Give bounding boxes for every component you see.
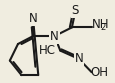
Text: OH: OH bbox=[90, 66, 108, 79]
Text: S: S bbox=[71, 4, 78, 17]
Text: 2: 2 bbox=[99, 23, 104, 32]
Text: N: N bbox=[74, 52, 83, 65]
Text: N: N bbox=[28, 12, 37, 25]
Text: HC: HC bbox=[38, 44, 55, 57]
Text: N: N bbox=[50, 30, 58, 43]
Text: NH: NH bbox=[91, 18, 108, 31]
